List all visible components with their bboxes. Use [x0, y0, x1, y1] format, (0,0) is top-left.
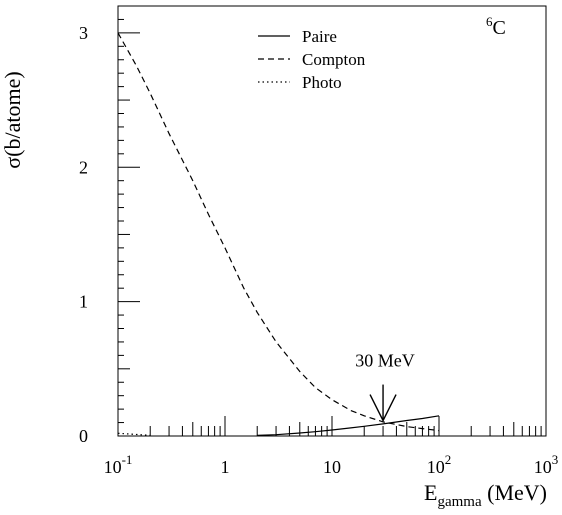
y-tick-label: 0	[79, 426, 88, 446]
axis-tick-labels: 10-1 1 10 102 103 0 1 2 3	[79, 23, 558, 477]
y-tick-label: 3	[79, 23, 88, 43]
annotation: 30 MeV	[355, 351, 415, 423]
element-label-superscript: 6	[486, 14, 493, 29]
axis-ticks	[117, 5, 547, 437]
element-label-text: C	[493, 17, 506, 39]
x-axis-title-subscript: gamma	[437, 494, 481, 510]
x-tick-label: 1	[221, 457, 230, 477]
x-tick-label: 10	[323, 457, 341, 477]
annotation-label: 30 MeV	[355, 351, 415, 371]
element-label: 6C	[486, 14, 506, 39]
legend-label-photo: Photo	[302, 73, 342, 92]
legend-label-paire: Paire	[302, 27, 337, 46]
data-series	[117, 32, 440, 436]
series-line-photo	[117, 432, 151, 436]
series-line-compton	[117, 32, 440, 432]
legend-label-compton: Compton	[302, 50, 366, 69]
x-tick-label: 102	[427, 452, 452, 477]
series-line-paire	[257, 415, 440, 436]
x-axis-title-main: E	[424, 480, 437, 505]
x-tick-label: 10-1	[104, 452, 133, 477]
x-axis-title: Egamma (MeV)	[424, 480, 547, 510]
x-axis-title-unit: (MeV)	[482, 480, 547, 505]
y-tick-label: 1	[79, 292, 88, 312]
x-tick-label: 103	[534, 452, 559, 477]
plot-frame	[117, 5, 547, 437]
legend: Paire Compton Photo	[258, 27, 366, 92]
y-axis-title: σ(b/atome)	[0, 71, 25, 168]
annotation-arrow-head	[369, 394, 397, 423]
y-tick-label: 2	[79, 157, 88, 177]
